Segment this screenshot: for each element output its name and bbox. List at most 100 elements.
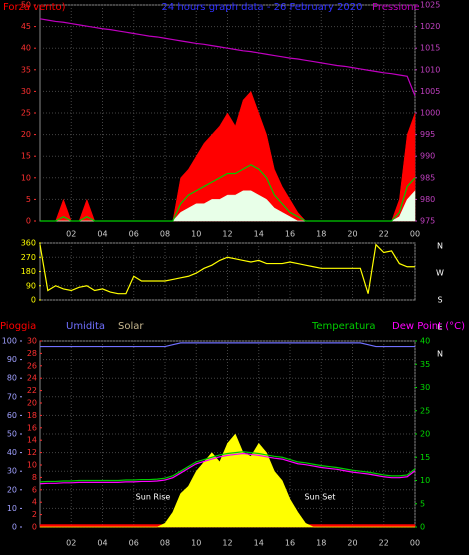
y-tick-label: 20 xyxy=(7,485,17,494)
series-label: Dew Point (°C) xyxy=(392,321,465,332)
y-tick-label: 28 xyxy=(27,349,37,358)
y-tick-label: 18 xyxy=(27,411,37,420)
x-tick-label: 10 xyxy=(191,230,201,239)
series-label: Temperatura xyxy=(311,321,376,332)
y-tick-label: 990 xyxy=(420,152,435,161)
series-line xyxy=(39,243,415,295)
x-tick-label: 12 xyxy=(222,539,232,548)
x-tick-label: 22 xyxy=(379,539,389,548)
x-tick-label: 04 xyxy=(97,539,107,548)
y-tick-label: 50 xyxy=(7,430,17,439)
y-tick-label: 180 xyxy=(21,267,36,276)
y-tick-label: 24 xyxy=(27,374,37,383)
y-tick-label: 80 xyxy=(7,374,17,383)
x-tick-label: 00 xyxy=(410,230,420,239)
y-tick-label: 1020 xyxy=(420,22,440,31)
x-tick-label: 14 xyxy=(254,539,264,548)
y-tick-label: 70 xyxy=(7,392,17,401)
y-tick-label: 60 xyxy=(7,411,17,420)
y-tick-label: 975 xyxy=(420,217,435,226)
series-line xyxy=(40,164,416,222)
series-line xyxy=(40,342,415,348)
direction-label: S xyxy=(437,296,442,305)
y-tick-label: 0 xyxy=(420,523,425,532)
direction-label: W xyxy=(436,269,444,278)
y-tick-label: 90 xyxy=(7,355,17,364)
series-line xyxy=(39,18,416,96)
y-tick-label: 1015 xyxy=(420,44,440,53)
y-tick-label: 100 xyxy=(2,337,17,346)
y-tick-label: 12 xyxy=(27,448,37,457)
y-tick-label: 20 xyxy=(21,130,31,139)
y-tick-label: 0 xyxy=(31,296,36,305)
x-tick-label: 02 xyxy=(66,539,76,548)
y-tick-label: 40 xyxy=(420,337,430,346)
x-tick-label: 06 xyxy=(129,230,139,239)
direction-label: N xyxy=(437,350,443,359)
y-tick-label: 980 xyxy=(420,195,435,204)
y-tick-label: 1010 xyxy=(420,65,440,74)
x-tick-label: 12 xyxy=(222,230,232,239)
y-tick-label: 25 xyxy=(21,109,31,118)
chart-title: 24 hours graph data - 26 February 2020 xyxy=(162,2,363,13)
y-tick-label: 25 xyxy=(420,406,430,415)
y-tick-label: 5 xyxy=(420,499,425,508)
y-tick-label: 90 xyxy=(26,281,36,290)
x-tick-label: 20 xyxy=(347,230,357,239)
x-tick-label: 08 xyxy=(160,539,170,548)
y-tick-label: 35 xyxy=(21,65,31,74)
y-tick-label: 15 xyxy=(21,152,31,161)
series-label: Pioggia xyxy=(0,321,36,332)
y-tick-label: 985 xyxy=(420,173,435,182)
y-tick-label: 4 xyxy=(32,498,37,507)
x-tick-label: 18 xyxy=(316,230,326,239)
annotation: Sun Rise xyxy=(136,493,171,502)
y-tick-label: 10 xyxy=(21,173,31,182)
x-tick-label: 20 xyxy=(347,539,357,548)
x-tick-label: 00 xyxy=(410,539,420,548)
series-label: Umidita xyxy=(66,321,105,332)
x-tick-label: 08 xyxy=(160,230,170,239)
y-tick-label: 50 xyxy=(21,1,31,10)
y-tick-label: 1025 xyxy=(420,1,440,10)
y-tick-label: 30 xyxy=(21,87,31,96)
y-tick-label: 14 xyxy=(27,436,37,445)
y-tick-label: 5 xyxy=(26,195,31,204)
x-tick-label: 22 xyxy=(379,230,389,239)
y-tick-label: 40 xyxy=(7,448,17,457)
annotation: Sun Set xyxy=(305,493,336,502)
direction-label: E xyxy=(437,323,442,332)
y-tick-label: 35 xyxy=(420,360,430,369)
y-tick-label: 30 xyxy=(27,337,37,346)
y-tick-label: 10 xyxy=(27,461,37,470)
x-tick-label: 14 xyxy=(254,230,264,239)
series-label: Forza vento) xyxy=(3,2,66,13)
y-tick-label: 15 xyxy=(420,453,430,462)
series-line xyxy=(39,452,416,485)
x-tick-label: 18 xyxy=(316,539,326,548)
y-tick-label: 30 xyxy=(7,467,17,476)
y-tick-label: 360 xyxy=(21,239,36,248)
y-tick-label: 8 xyxy=(32,473,37,482)
y-tick-label: 20 xyxy=(420,430,430,439)
y-tick-label: 16 xyxy=(27,423,37,432)
x-tick-label: 06 xyxy=(129,539,139,548)
y-tick-label: 10 xyxy=(420,476,430,485)
x-tick-label: 10 xyxy=(191,539,201,548)
y-tick-label: 26 xyxy=(27,361,37,370)
series-label: Pressione xyxy=(372,2,420,13)
series-area xyxy=(40,433,415,528)
y-tick-label: 2 xyxy=(32,510,37,519)
y-tick-label: 0 xyxy=(26,217,31,226)
x-tick-label: 16 xyxy=(285,539,295,548)
x-tick-label: 16 xyxy=(285,230,295,239)
y-tick-label: 6 xyxy=(32,485,37,494)
y-tick-label: 45 xyxy=(21,22,31,31)
y-tick-label: 10 xyxy=(7,504,17,513)
series-line xyxy=(39,451,416,483)
y-tick-label: 1000 xyxy=(420,109,440,118)
series-label: Solar xyxy=(118,321,144,332)
y-tick-label: 995 xyxy=(420,130,435,139)
y-tick-label: 40 xyxy=(21,44,31,53)
